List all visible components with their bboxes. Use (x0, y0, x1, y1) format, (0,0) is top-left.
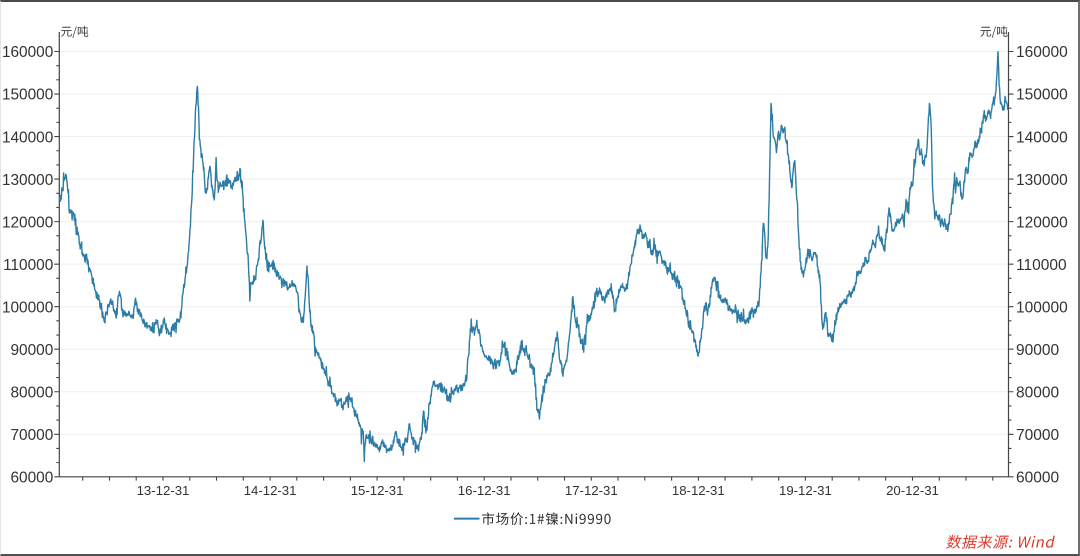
svg-text:60000: 60000 (1016, 470, 1059, 487)
svg-text:100000: 100000 (2, 299, 53, 316)
svg-text:14-12-31: 14-12-31 (244, 483, 297, 498)
svg-text:17-12-31: 17-12-31 (565, 483, 618, 498)
svg-text:140000: 140000 (1016, 129, 1068, 146)
svg-text:140000: 140000 (2, 129, 53, 146)
svg-text:90000: 90000 (10, 342, 53, 359)
svg-text:150000: 150000 (2, 87, 53, 104)
svg-text:20-12-31: 20-12-31 (886, 483, 939, 498)
svg-text:19-12-31: 19-12-31 (779, 483, 832, 498)
svg-text:120000: 120000 (2, 214, 53, 231)
svg-text:90000: 90000 (1016, 342, 1059, 359)
svg-text:70000: 70000 (10, 427, 53, 444)
svg-text:130000: 130000 (1016, 172, 1068, 189)
svg-text:80000: 80000 (1016, 384, 1059, 401)
svg-text:80000: 80000 (10, 384, 53, 401)
svg-text:160000: 160000 (1016, 44, 1068, 61)
svg-text:160000: 160000 (2, 44, 53, 61)
svg-text:130000: 130000 (2, 172, 53, 189)
svg-text:70000: 70000 (1016, 427, 1059, 444)
svg-text:150000: 150000 (1016, 87, 1068, 104)
svg-text:120000: 120000 (1016, 214, 1068, 231)
svg-text:16-12-31: 16-12-31 (458, 483, 511, 498)
svg-text:15-12-31: 15-12-31 (351, 483, 404, 498)
svg-text:13-12-31: 13-12-31 (137, 483, 190, 498)
svg-text:110000: 110000 (1016, 257, 1067, 274)
svg-text:110000: 110000 (3, 257, 53, 274)
svg-text:60000: 60000 (10, 470, 53, 487)
svg-text:18-12-31: 18-12-31 (672, 483, 725, 498)
svg-text:100000: 100000 (1016, 299, 1068, 316)
